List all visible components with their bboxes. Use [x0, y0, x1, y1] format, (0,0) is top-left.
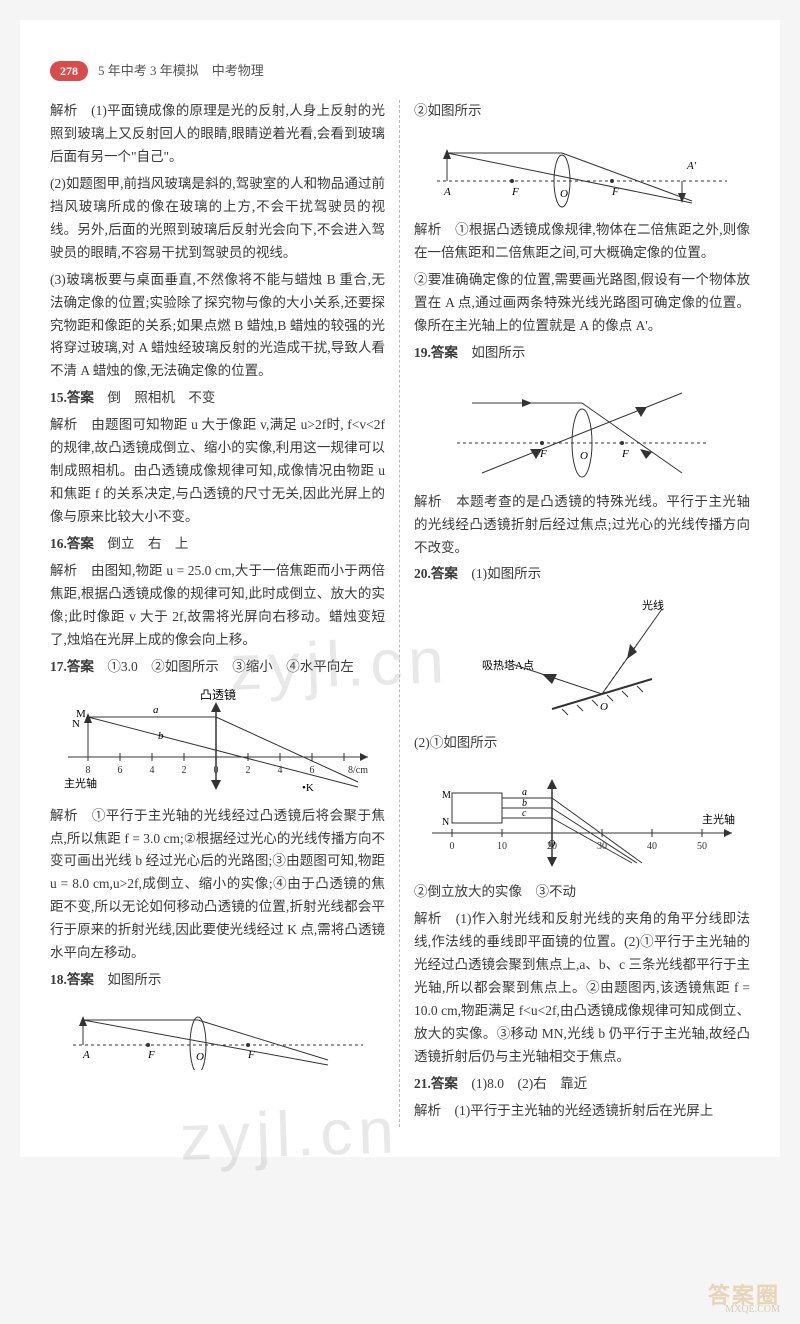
answer-text: 倒 照相机 不变: [107, 390, 215, 405]
svg-text:O: O: [600, 701, 608, 713]
svg-text:A': A': [686, 160, 697, 172]
svg-text:O: O: [580, 450, 588, 462]
svg-text:N: N: [442, 817, 449, 828]
answer-text: 如图所示: [471, 345, 525, 360]
svg-text:O: O: [196, 1051, 204, 1063]
page-header: 278 5 年中考 3 年模拟 中考物理: [50, 60, 750, 82]
svg-text:O: O: [548, 839, 555, 850]
analysis-text: (3)玻璃板要与桌面垂直,不然像将不能与蜡烛 B 重合,无法确定像的位置;实验除…: [50, 269, 385, 384]
svg-text:b: b: [158, 730, 164, 742]
right-top-diagram: A F O F A': [432, 131, 732, 211]
q19-diagram: F O F: [452, 373, 712, 483]
q20-analysis: 解析 (1)作入射光线和反射光线的夹角的角平分线即法线,作法线的垂线即平面镜的位…: [414, 908, 750, 1069]
q19-answer: 19.答案 如图所示: [414, 342, 750, 365]
svg-text:A: A: [443, 186, 451, 198]
svg-text:a: a: [153, 704, 159, 716]
q16-answer: 16.答案 倒立 右 上: [50, 533, 385, 556]
right-column: ②如图所示 A F O F A' 解析 ①根据凸透镜成像规律,物: [400, 100, 750, 1127]
header-title: 5 年中考 3 年模拟 中考物理: [98, 60, 264, 82]
q21-analysis: 解析 (1)平行于主光轴的光经透镜折射后在光屏上: [414, 1100, 750, 1123]
analysis-text: (2)如题图甲,前挡风玻璃是斜的,驾驶室的人和物品通过前挡风玻璃所成的像在玻璃的…: [50, 173, 385, 265]
q20-answer: 20.答案 (1)如图所示: [414, 563, 750, 586]
svg-text:10: 10: [497, 841, 507, 852]
q15-answer: 15.答案 倒 照相机 不变: [50, 387, 385, 410]
svg-text:2: 2: [181, 765, 186, 776]
q21-answer: 21.答案 (1)8.0 (2)右 靠近: [414, 1073, 750, 1096]
answer-label: 17.答案: [50, 659, 94, 674]
q20-p2: ②倒立放大的实像 ③不动: [414, 881, 750, 904]
svg-text:•K: •K: [302, 782, 314, 794]
svg-text:F: F: [147, 1049, 155, 1061]
answer-label: 21.答案: [414, 1076, 458, 1091]
svg-text:O: O: [560, 188, 568, 200]
axis-label: 主光轴: [64, 776, 97, 790]
svg-text:M: M: [442, 790, 451, 801]
svg-text:4: 4: [149, 765, 154, 776]
svg-text:c: c: [522, 808, 527, 819]
answer-label: 15.答案: [50, 390, 94, 405]
q20a-diagram: 光线 吸热塔A点 O: [472, 594, 692, 724]
svg-text:F: F: [511, 186, 519, 198]
svg-text:2: 2: [245, 765, 250, 776]
svg-text:40: 40: [647, 841, 657, 852]
diagram-title: 凸透镜: [199, 687, 235, 702]
svg-text:F: F: [621, 448, 629, 460]
q18-answer: 18.答案 如图所示: [50, 969, 385, 992]
answer-text: (1)如图所示: [471, 566, 541, 581]
svg-text:8: 8: [85, 765, 90, 776]
q19-analysis: 解析 本题考查的是凸透镜的特殊光线。平行于主光轴的光线经凸透镜折射后经过焦点;过…: [414, 491, 750, 560]
q20-sub2: (2)①如图所示: [414, 732, 750, 755]
svg-text:6: 6: [117, 765, 122, 776]
q17-answer: 17.答案 ①3.0 ②如图所示 ③缩小 ④水平向左: [50, 656, 385, 679]
svg-text:N: N: [72, 718, 80, 730]
svg-text:0: 0: [450, 841, 455, 852]
q16-analysis: 解析 由图知,物距 u = 25.0 cm,大于一倍焦距而小于两倍焦距,根据凸透…: [50, 560, 385, 652]
answer-label: 20.答案: [414, 566, 458, 581]
answer-label: 18.答案: [50, 972, 94, 987]
tower-label: 吸热塔A点: [482, 659, 534, 672]
answer-text: (1)8.0 (2)右 靠近: [471, 1076, 587, 1091]
q17-diagram: 凸透镜 8 6 4 2 0 2 4 6 8/cm: [58, 687, 378, 797]
q20b-diagram: 主光轴 0 10 20 30 40 50 M N a: [422, 763, 742, 873]
answer-label: 16.答案: [50, 536, 94, 551]
light-label: 光线: [642, 598, 664, 612]
page: 278 5 年中考 3 年模拟 中考物理 解析 (1)平面镜成像的原理是光的反射…: [20, 20, 780, 1157]
svg-text:8/cm: 8/cm: [348, 765, 368, 776]
page-number: 278: [50, 61, 88, 81]
axis-label: 主光轴: [702, 812, 735, 826]
q17-analysis: 解析 ①平行于主光轴的光线经过凸透镜后将会聚于焦点,所以焦距 f = 3.0 c…: [50, 805, 385, 966]
columns: 解析 (1)平面镜成像的原理是光的反射,人身上反射的光照到玻璃上又反射回人的眼睛…: [50, 100, 750, 1127]
answer-label: 19.答案: [414, 345, 458, 360]
answer-text: ①3.0 ②如图所示 ③缩小 ④水平向左: [107, 659, 353, 674]
q15-analysis: 解析 由题图可知物距 u 大于像距 v,满足 u>2f时, f<v<2f的规律,…: [50, 414, 385, 529]
analysis-text: ②要准确确定像的位置,需要画光路图,假设有一个物体放置在 A 点,通过画两条特殊…: [414, 269, 750, 338]
text: ②如图所示: [414, 100, 750, 123]
svg-text:50: 50: [697, 841, 707, 852]
answer-text: 倒立 右 上: [107, 536, 188, 551]
left-column: 解析 (1)平面镜成像的原理是光的反射,人身上反射的光照到玻璃上又反射回人的眼睛…: [50, 100, 400, 1127]
answer-text: 如图所示: [107, 972, 161, 987]
svg-text:A: A: [82, 1049, 90, 1061]
analysis-text: 解析 (1)平面镜成像的原理是光的反射,人身上反射的光照到玻璃上又反射回人的眼睛…: [50, 100, 385, 169]
analysis-text: 解析 ①根据凸透镜成像规律,物体在二倍焦距之外,则像在一倍焦距和二倍焦距之间,可…: [414, 219, 750, 265]
svg-text:a: a: [522, 787, 527, 798]
q18-diagram: A F O F: [68, 1000, 368, 1070]
